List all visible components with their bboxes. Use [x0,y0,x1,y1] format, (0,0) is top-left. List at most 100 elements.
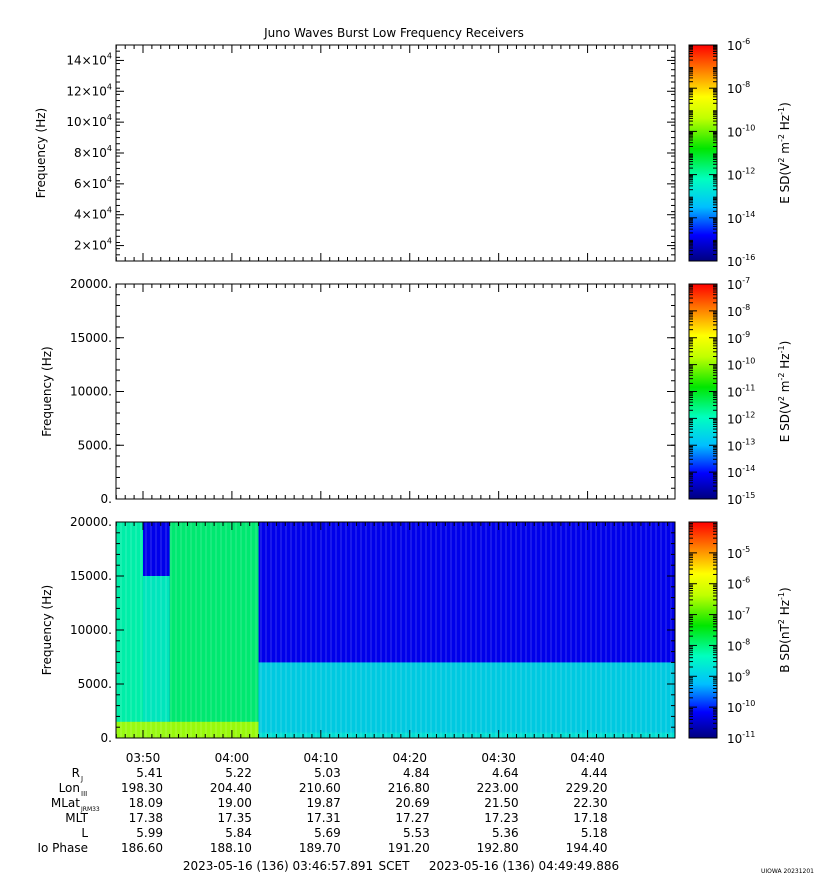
y-tick-label: 12×104 [66,82,112,98]
colorbar-tick-label: 10-8 [727,303,750,319]
ephemeris-value: 4.64 [492,766,519,780]
colorbar-tick-base: 10 [727,701,742,715]
ephemeris-value: 4.44 [581,766,608,780]
colorbar [689,45,717,261]
colorbar-tick-exponent: -7 [742,276,750,285]
colorbar-tick-base: 10 [727,278,742,292]
colorbar-frame [688,44,718,262]
ephemeris-value: 5.22 [225,766,252,780]
colorbar-tick-exponent: -8 [742,637,750,646]
footer-scet-label: SCET [379,859,411,873]
y-tick-mantissa: 14×10 [66,53,107,67]
colorbar-tick-base: 10 [727,305,742,319]
colorbar-tick-base: 10 [727,493,742,507]
colorbar-label-part: E SD(V [778,400,792,442]
colorbar-label-part: -1 [777,107,786,115]
ephemeris-value: 17.38 [129,811,163,825]
ephemeris-row-label: Io Phase [37,841,88,855]
colorbar-tick-exponent: -15 [742,491,755,500]
colorbar-tick-base: 10 [727,386,742,400]
colorbar-tick-label: 10-11 [727,730,755,746]
colorbar-tick-exponent: -13 [742,437,755,446]
y-tick-mantissa: 2×10 [74,239,107,253]
plot-area [116,284,675,499]
colorbar-tick-exponent: -10 [742,123,755,132]
colorbar-label-part: 2 [777,619,786,624]
colorbar-tick-exponent: -9 [742,330,750,339]
colorbar-frame [688,521,718,739]
y-tick-label: 5000. [78,438,112,452]
colorbar-tick-exponent: -12 [742,167,755,176]
ephemeris-value: 192.80 [477,841,519,855]
colorbar-label-part: 2 [777,396,786,401]
colorbar-label-part: m [778,142,792,158]
spectrogram-texture [116,522,675,738]
colorbar-tick-label: 10-10 [727,123,755,139]
ephemeris-value: 4.84 [403,766,430,780]
plot-area [116,45,675,261]
colorbar-tick-exponent: -8 [742,303,750,312]
colorbar-tick-exponent: -11 [742,384,755,393]
colorbar-tick-exponent: -14 [742,210,755,219]
y-tick-exponent: 4 [107,237,112,246]
chart-title: Juno Waves Burst Low Frequency Receivers [263,26,524,40]
colorbar-label-part: -1 [777,592,786,600]
ephemeris-value: 17.18 [573,811,607,825]
chart-panel-2: 0. 5000. 10000. 15000. 20000. Frequency (Hz) 1… [40,276,792,507]
colorbar-tick-label: 10-10 [727,357,755,373]
colorbar-tick-exponent: -10 [742,357,755,366]
ephemeris-value: 17.31 [306,811,340,825]
ephemeris-row-label: L [81,826,88,840]
colorbar-label-part: Hz [778,115,792,134]
colorbar-tick-label: 10-12 [727,410,755,426]
colorbar-tick-base: 10 [727,212,742,226]
ephemeris-table: 03:50 04:00 04:10 04:20 04:30 04:40 R J 5.41 5.22… [37,751,607,855]
y-tick-label: 15000. [70,331,112,345]
colorbar-label-part: ) [778,102,792,107]
ephemeris-value: 210.60 [299,781,341,795]
ephemeris-value: 5.84 [225,826,252,840]
ephemeris-value: 223.00 [477,781,519,795]
y-axis-label: Frequency (Hz) [40,585,54,676]
chart-panel-1: 2×1044×1046×1048×10410×10412×10414×104Fr… [34,37,792,269]
y-tick-label: 10000. [70,385,112,399]
ephemeris-value: 20.69 [395,796,429,810]
colorbar-tick-label: 10-8 [727,637,750,653]
colorbar-label-part: m [778,381,792,397]
colorbar-tick-exponent: -7 [742,607,750,616]
ephemeris-value: 188.10 [210,841,252,855]
colorbar-label: E SD(V2 m-2 Hz-1) [777,102,792,204]
time-tick-label: 04:40 [570,751,605,765]
y-tick-label: 5000. [78,677,112,691]
footer-stamp: UIOWA 20231201 [761,868,814,875]
colorbar-tick-label: 10-5 [727,545,750,561]
colorbar-tick-exponent: -16 [742,253,755,262]
time-tick-label: 04:10 [304,751,339,765]
ephemeris-value: 21.50 [484,796,518,810]
ephemeris-row-label: Lon [59,781,80,795]
colorbar-label-part: ) [778,587,792,592]
ephemeris-value: 191.20 [388,841,430,855]
colorbar-tick-base: 10 [727,670,742,684]
colorbar-tick-base: 10 [727,547,742,561]
colorbar-tick-label: 10-6 [727,37,750,53]
ephemeris-value: 5.99 [136,826,163,840]
colorbar-tick-label: 10-13 [727,437,755,453]
colorbar-tick-base: 10 [727,359,742,373]
ephemeris-value: 5.69 [314,826,341,840]
colorbar-tick-base: 10 [727,255,742,269]
ephemeris-value: 5.18 [581,826,608,840]
y-tick-mantissa: 12×10 [66,84,107,98]
ephemeris-value: 186.60 [121,841,163,855]
colorbar-label-part: Hz [778,353,792,372]
footer-end-time: 2023-05-16 (136) 04:49:49.886 [429,859,619,873]
y-tick-label: 2×104 [74,237,112,253]
ephemeris-row-label: MLT [65,811,88,825]
ephemeris-value: 5.03 [314,766,341,780]
y-tick-exponent: 4 [107,144,112,153]
y-tick-mantissa: 10×10 [66,115,107,129]
colorbar-tick-label: 10-11 [727,384,755,400]
colorbar [689,522,717,738]
colorbar-tick-base: 10 [727,125,742,139]
colorbar-tick-base: 10 [727,439,742,453]
